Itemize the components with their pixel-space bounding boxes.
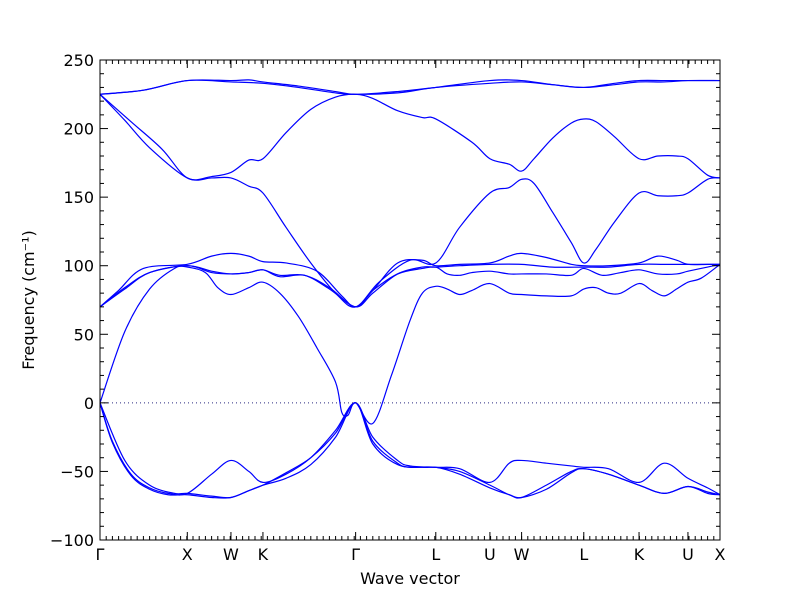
band-line-6 — [99, 263, 720, 308]
x-tick-label: K — [258, 545, 269, 564]
band-line-11 — [99, 402, 721, 499]
band-line-2 — [99, 79, 721, 95]
x-tick-label: U — [682, 545, 694, 564]
band-line-5 — [99, 252, 720, 308]
y-tick-label: 100 — [63, 257, 94, 276]
x-tick-label: L — [579, 545, 588, 564]
y-axis-ticks: −100 −50 0 50 100 150 200 250 — [50, 51, 720, 550]
y-tick-label: 150 — [63, 188, 94, 207]
x-tick-label: Γ — [96, 545, 105, 564]
y-tick-label: 200 — [63, 120, 94, 139]
band-line-8 — [99, 263, 721, 425]
x-tick-label: Γ — [351, 545, 360, 564]
y-axis-label: Frequency (cm⁻¹) — [19, 230, 38, 369]
x-tick-label: L — [431, 545, 440, 564]
band-line-7 — [99, 263, 721, 308]
x-tick-label: X — [182, 545, 193, 564]
x-tick-label: U — [484, 545, 496, 564]
x-tick-label: K — [634, 545, 645, 564]
y-tick-label: −50 — [60, 462, 94, 481]
y-tick-label: 0 — [84, 394, 94, 413]
band-line-4 — [99, 93, 721, 308]
y-tick-label: −100 — [50, 531, 94, 550]
band-line-1 — [99, 79, 720, 95]
y-tick-label: 50 — [74, 325, 94, 344]
x-tick-label: W — [514, 545, 530, 564]
y-tick-label: 250 — [63, 51, 94, 70]
band-line-10 — [99, 402, 721, 499]
plot-frame — [99, 59, 721, 541]
band-lines — [99, 79, 721, 499]
band-line-3 — [99, 93, 721, 181]
x-axis-label: Wave vector — [360, 569, 460, 588]
x-tick-label: X — [715, 545, 726, 564]
x-tick-label: W — [223, 545, 239, 564]
